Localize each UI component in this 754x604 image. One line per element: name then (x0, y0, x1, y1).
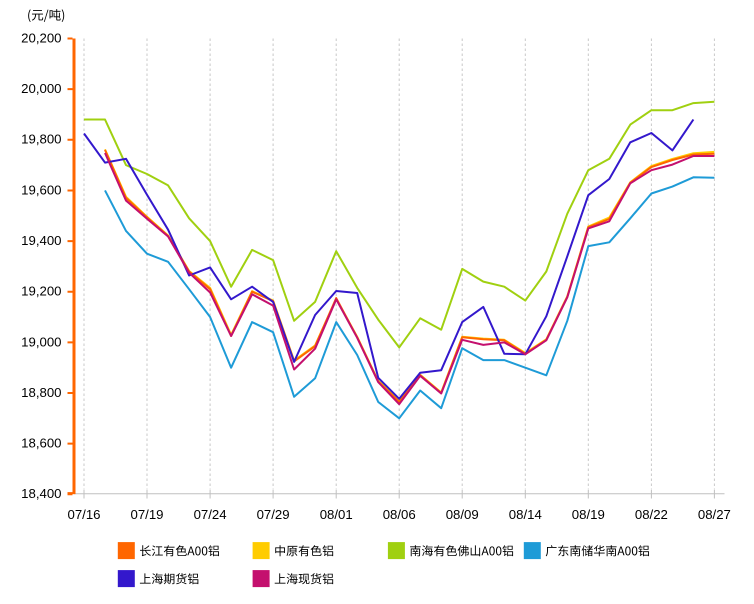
svg-text:07/16: 07/16 (67, 507, 100, 522)
svg-text:20,200: 20,200 (21, 30, 61, 45)
svg-text:07/29: 07/29 (257, 507, 290, 522)
svg-text:07/24: 07/24 (194, 507, 227, 522)
svg-text:18,800: 18,800 (21, 385, 61, 400)
svg-text:08/01: 08/01 (320, 507, 353, 522)
svg-text:19,200: 19,200 (21, 284, 61, 299)
svg-text:08/09: 08/09 (446, 507, 479, 522)
svg-text:19,800: 19,800 (21, 132, 61, 147)
svg-text:07/19: 07/19 (130, 507, 163, 522)
svg-text:08/27: 08/27 (698, 507, 731, 522)
svg-text:19,600: 19,600 (21, 182, 61, 197)
svg-text:08/06: 08/06 (383, 507, 416, 522)
svg-text:20,000: 20,000 (21, 81, 61, 96)
svg-text:08/14: 08/14 (509, 507, 542, 522)
svg-text:19,000: 19,000 (21, 334, 61, 349)
svg-text:08/22: 08/22 (635, 507, 668, 522)
svg-text:08/19: 08/19 (572, 507, 605, 522)
svg-text:19,400: 19,400 (21, 233, 61, 248)
svg-text:18,400: 18,400 (21, 486, 61, 501)
svg-text:18,600: 18,600 (21, 436, 61, 451)
